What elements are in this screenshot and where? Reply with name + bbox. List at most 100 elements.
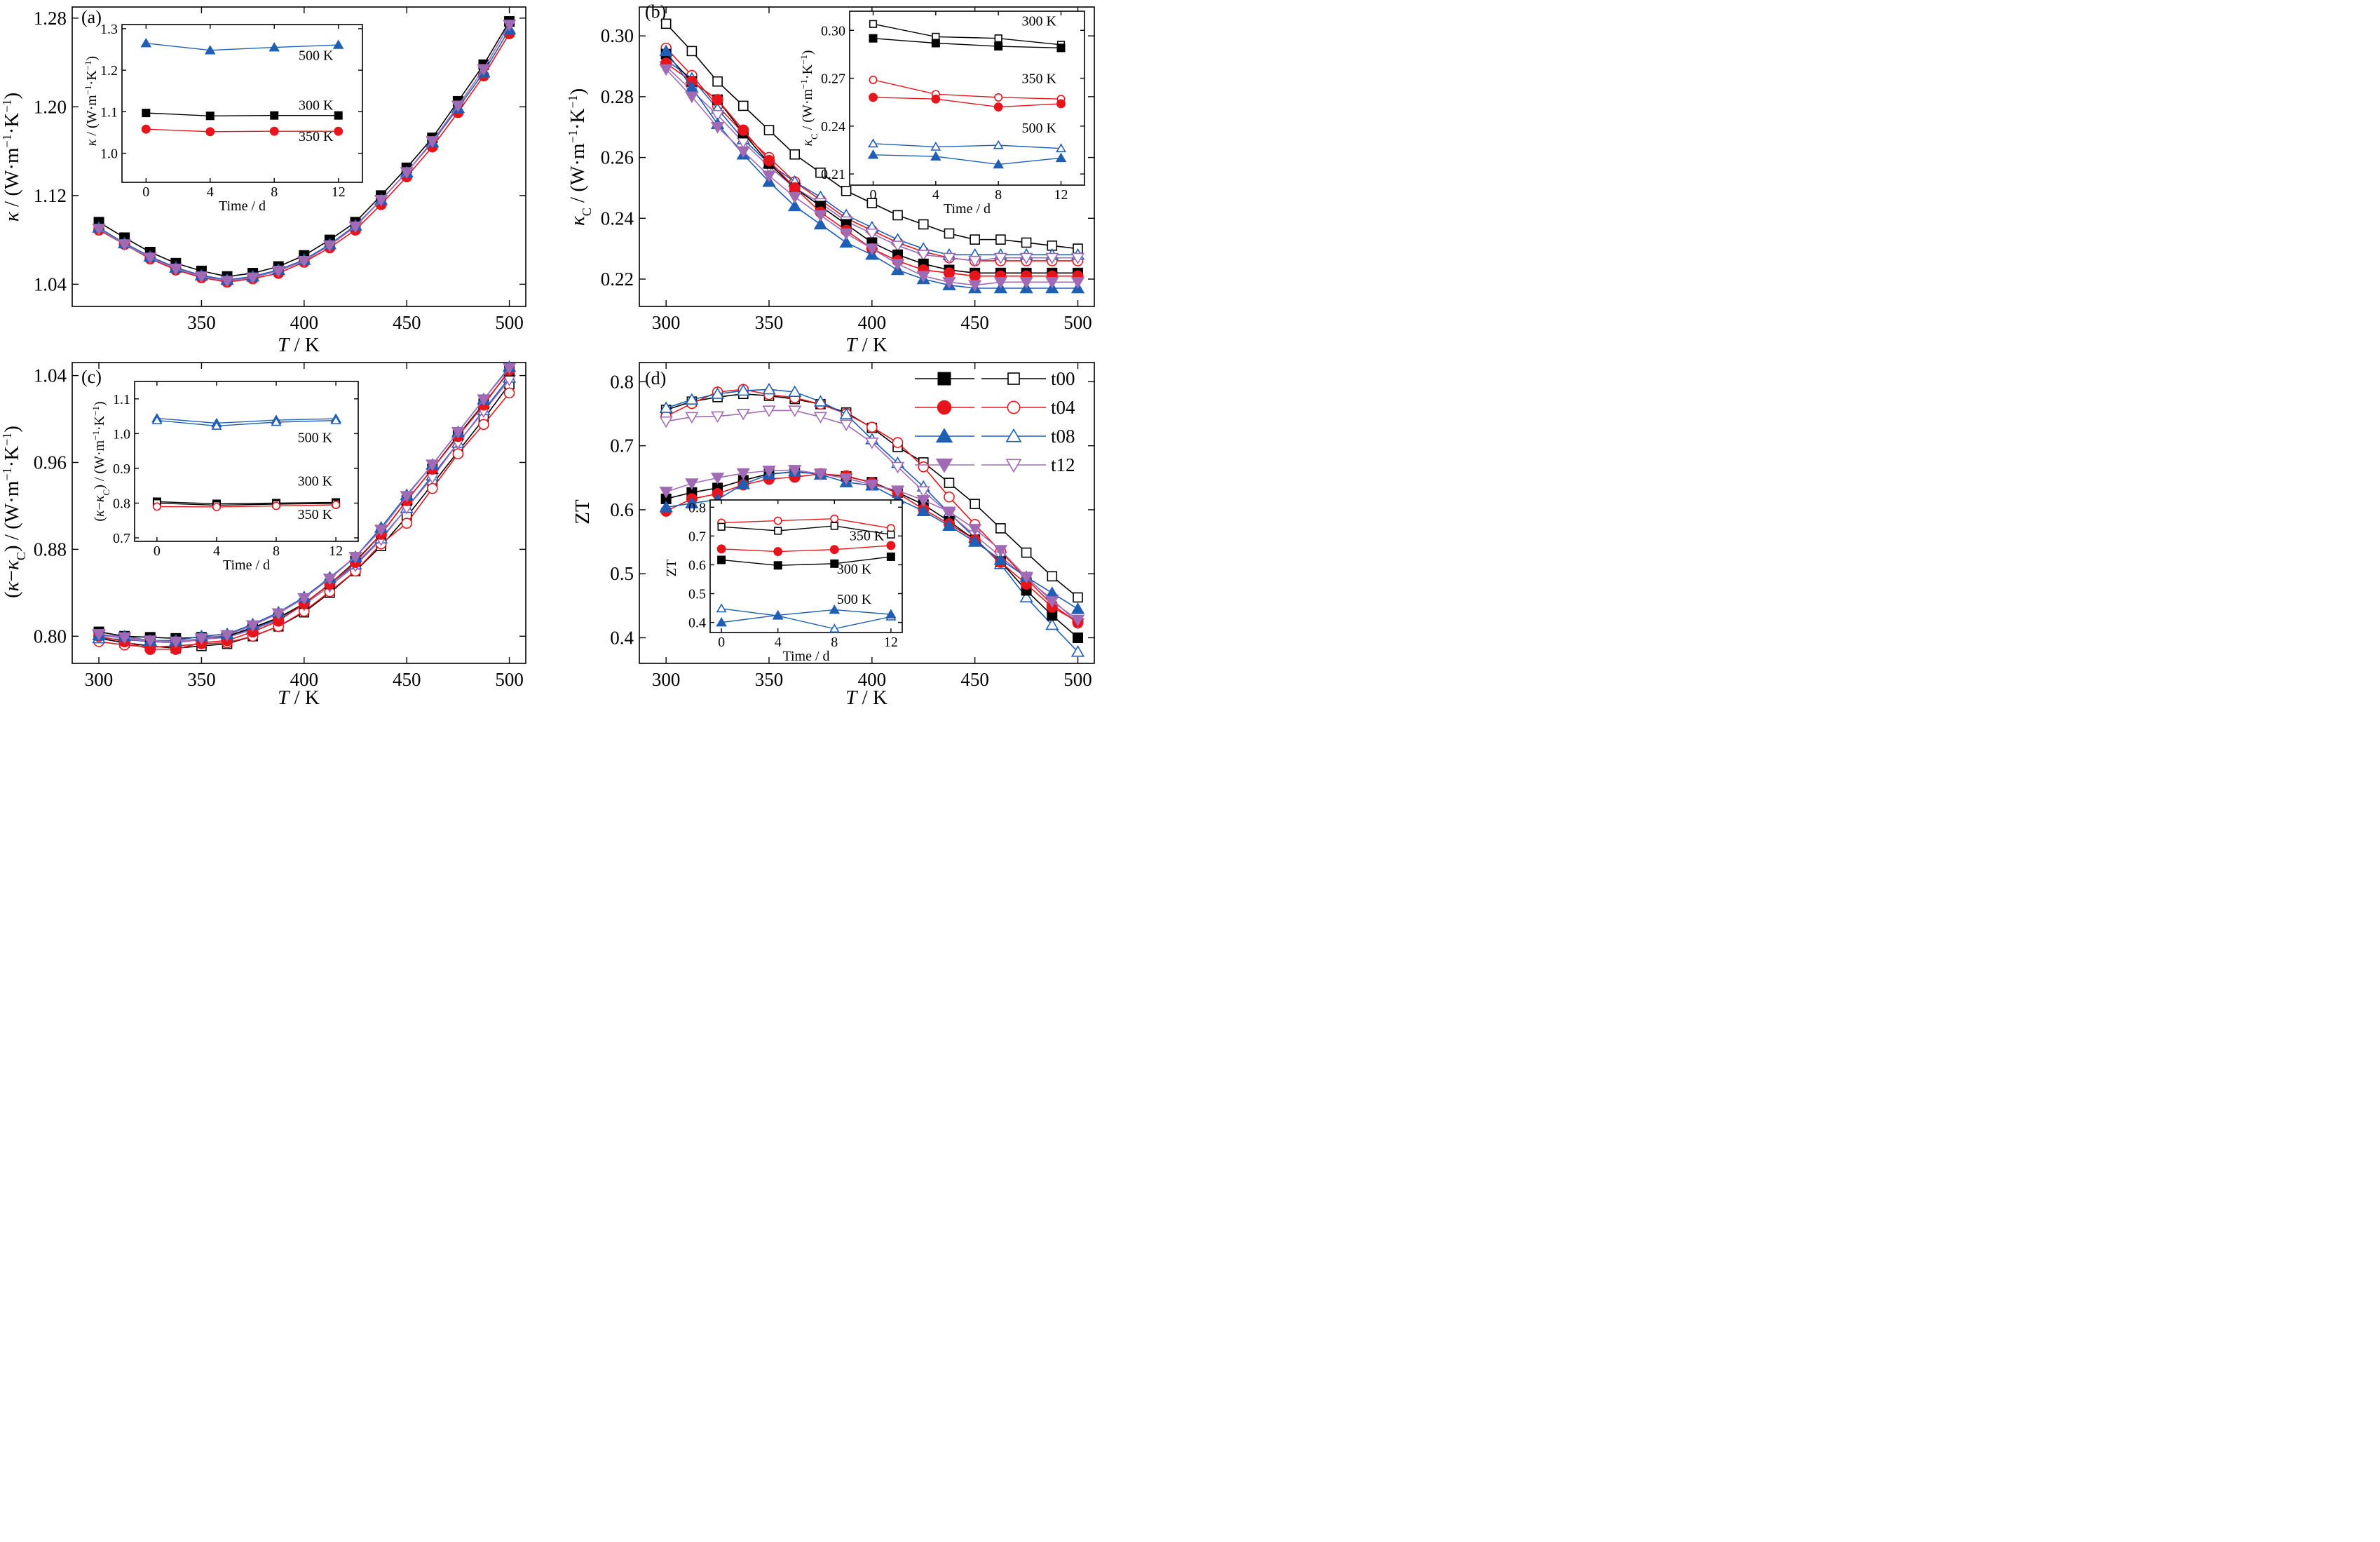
data-point bbox=[788, 405, 802, 417]
y-tick-label: 0.4 bbox=[610, 627, 634, 648]
y-tick-label: 1.1 bbox=[113, 392, 130, 407]
data-point bbox=[839, 473, 853, 485]
data-point bbox=[332, 500, 341, 509]
inset-annotation: 300 K bbox=[837, 562, 872, 577]
y-axis-label: κC / (W·m−1·K−1) bbox=[566, 88, 594, 226]
data-point bbox=[117, 239, 132, 251]
data-point bbox=[659, 401, 673, 413]
data-point bbox=[829, 604, 841, 614]
series-line bbox=[721, 609, 891, 623]
data-point bbox=[716, 603, 727, 613]
x-tick-label: 500 bbox=[495, 669, 524, 690]
data-point bbox=[686, 46, 698, 57]
data-point bbox=[762, 170, 776, 182]
data-point bbox=[141, 124, 151, 134]
data-point bbox=[194, 271, 209, 283]
series-line bbox=[156, 502, 336, 506]
legend: t00 t04 t08 t12 bbox=[915, 368, 1075, 475]
data-point bbox=[205, 127, 215, 137]
inset-annotation: 350 K bbox=[1022, 71, 1057, 86]
main-series bbox=[659, 18, 1085, 294]
data-point bbox=[659, 416, 673, 428]
series-line bbox=[721, 545, 891, 553]
data-point bbox=[994, 34, 1002, 43]
data-point bbox=[1070, 252, 1085, 265]
data-point bbox=[763, 125, 775, 135]
series-300-K bbox=[142, 109, 343, 121]
data-point bbox=[869, 20, 878, 28]
data-point bbox=[944, 478, 955, 488]
x-axis-label: T / K bbox=[278, 687, 320, 709]
x-tick-label: 4 bbox=[932, 187, 939, 203]
legend-item-t04: t04 bbox=[915, 397, 1075, 418]
data-point bbox=[212, 502, 221, 511]
data-point bbox=[772, 609, 784, 620]
data-point bbox=[1045, 596, 1059, 608]
legend-marker-open bbox=[1007, 400, 1021, 414]
panel-label: (d) bbox=[645, 368, 666, 388]
y-tick-label: 0.96 bbox=[34, 452, 67, 473]
y-tick-label: 0.28 bbox=[601, 86, 634, 107]
y-tick-label: 1.1 bbox=[100, 104, 118, 120]
data-point bbox=[830, 514, 839, 523]
y-tick-label: 0.8 bbox=[688, 500, 706, 515]
data-point bbox=[297, 593, 311, 605]
data-point bbox=[1073, 632, 1084, 643]
x-tick-label: 400 bbox=[290, 669, 319, 690]
inset-frame bbox=[709, 499, 903, 633]
data-point bbox=[140, 38, 152, 48]
x-tick-label: 500 bbox=[1063, 312, 1092, 333]
data-point bbox=[916, 250, 930, 262]
x-axis-label: T / K bbox=[845, 334, 888, 356]
series-300-K-filled bbox=[717, 552, 895, 570]
data-point bbox=[1045, 252, 1059, 265]
panel-b: 300 350 400 450 500 0.22 0.24 0.26 0.28 0.30 T / K… bbox=[566, 1, 1095, 356]
inset-x-axis-label: Time / d bbox=[944, 201, 991, 217]
x-tick-label: 12 bbox=[332, 184, 346, 200]
panel-label: (c) bbox=[81, 367, 102, 387]
data-point bbox=[869, 93, 878, 102]
data-point bbox=[890, 461, 905, 474]
data-point bbox=[710, 473, 725, 485]
series-line bbox=[146, 42, 339, 51]
data-point bbox=[659, 487, 673, 499]
data-point bbox=[993, 140, 1004, 149]
data-point bbox=[867, 149, 879, 159]
y-tick-label: 0.8 bbox=[610, 371, 634, 392]
data-point bbox=[866, 198, 878, 208]
inset-y-axis-label: (κ−κC) / (W·m−1·K−1) bbox=[90, 401, 111, 521]
inset-annotation: 350 K bbox=[299, 129, 334, 144]
series-line bbox=[873, 143, 1061, 149]
data-point bbox=[271, 608, 285, 621]
data-point bbox=[918, 461, 930, 473]
inset: 0 4 8 12 0.21 0.24 0.27 0.30 Time / d κC / (W·m−1… bbox=[798, 11, 1085, 217]
data-point bbox=[322, 573, 337, 586]
y-tick-label: 1.0 bbox=[100, 147, 118, 162]
data-point bbox=[736, 384, 750, 396]
data-point bbox=[930, 142, 941, 151]
data-point bbox=[711, 411, 725, 424]
data-point bbox=[710, 122, 725, 134]
y-tick-label: 0.9 bbox=[113, 461, 130, 477]
data-point bbox=[866, 421, 878, 433]
inset-y-axis-label: ZT bbox=[664, 560, 679, 576]
data-point bbox=[993, 553, 1008, 565]
series-line bbox=[721, 525, 891, 535]
x-tick-label: 0 bbox=[154, 543, 161, 559]
data-point bbox=[813, 217, 828, 230]
data-point bbox=[711, 109, 725, 122]
data-point bbox=[993, 545, 1008, 557]
data-point bbox=[994, 93, 1003, 102]
y-tick-label: 1.12 bbox=[34, 185, 67, 206]
data-point bbox=[151, 415, 163, 424]
x-tick-label: 12 bbox=[329, 543, 343, 559]
data-point bbox=[451, 426, 465, 439]
inset-x-axis-label: Time / d bbox=[223, 557, 270, 573]
data-point bbox=[773, 561, 782, 570]
data-point bbox=[477, 64, 491, 76]
series-t12 bbox=[659, 465, 1085, 627]
legend-marker-open bbox=[1005, 459, 1022, 473]
data-point bbox=[865, 228, 879, 241]
data-point bbox=[245, 620, 260, 633]
